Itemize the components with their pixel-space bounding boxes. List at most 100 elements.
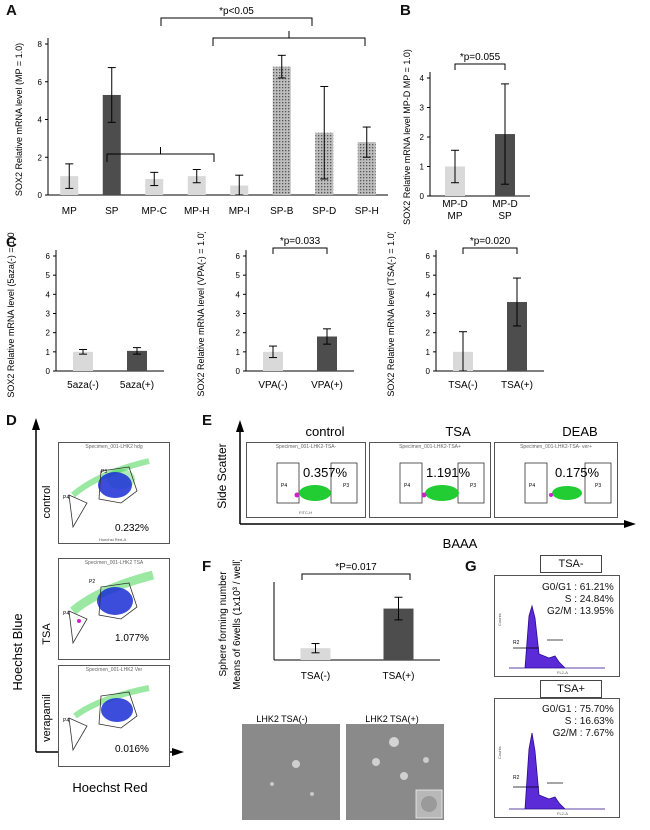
bar: [507, 302, 527, 371]
panel-letter-e: E: [202, 412, 213, 429]
e-plot-specimen: Specimen_001-LHK2-TSA- ver+: [520, 444, 592, 450]
y-tick-label: 6: [46, 252, 51, 261]
y-tick-label: 0: [236, 367, 241, 376]
green-population: [552, 486, 582, 500]
gate-p4-label: P4: [281, 483, 287, 489]
g-g0g1: G0/G1 : 75.70%: [542, 704, 614, 715]
significance-annotation: *p=0.020: [470, 236, 511, 247]
category-label: MP-C: [141, 206, 167, 217]
gate-p3: [457, 462, 485, 504]
panel-e-axes: control TSA DEAB Side Scatter BAAA: [215, 420, 636, 551]
magenta-events: [77, 619, 81, 623]
histogram: [509, 732, 605, 810]
gate-p4: [68, 610, 88, 645]
y-tick-label: 2: [420, 133, 425, 142]
e-title-deab: DEAB: [562, 424, 597, 439]
y-tick-label: 2: [46, 329, 51, 338]
e-plot-specimen: Specimen_001-LHK2-TSA+: [399, 444, 461, 450]
gate-p4-label: P4: [404, 483, 410, 489]
e-title-tsa: TSA: [445, 424, 471, 439]
g-xlabel: FL2-A: [557, 670, 568, 675]
y-tick-label: 4: [426, 290, 431, 299]
magenta-events: [549, 493, 553, 497]
d-percent-verapamil: 0.016%: [115, 744, 149, 755]
category-label: VPA(-): [258, 380, 287, 391]
g-g2m: G2/M : 7.67%: [552, 728, 614, 739]
d-y-axis-label: Hoechst Blue: [10, 613, 25, 690]
chart-f: Sphere forming number Means of 6wells (1x…: [218, 560, 440, 690]
chart-a: 0 2 4 6 8 SOX2 Relative mRNA level (MP = 1.0)…: [14, 6, 388, 217]
e-percent-deab: 0.175%: [555, 465, 600, 480]
d-plot-xaxis: Hoechst Red-A: [99, 537, 126, 542]
inset-sphere: [421, 796, 437, 812]
y-axis-label: SOX2 Relative mRNA level (VPA(-) = 1.0): [196, 232, 206, 397]
chart-c2: 0 1 2 3 4 5 6 SOX2 Relative mRNA level (VPA(-) …: [196, 232, 354, 397]
gate-p3-label: P3: [101, 469, 107, 475]
e-y-arrowhead: [236, 420, 244, 432]
d-row-label-tsa: TSA: [41, 623, 53, 645]
category-label: TSA(+): [383, 671, 415, 682]
g-title-tsa-plus: TSA+: [540, 680, 602, 698]
category-label: 5aza(-): [67, 380, 99, 391]
y-tick-label: 5: [46, 271, 51, 280]
chart-b: 0 1 2 3 4 SOX2 Relative mRNA level MP-D MP = …: [402, 49, 530, 225]
bar: [102, 94, 121, 195]
gate-p4: [524, 462, 548, 504]
y-tick-label: 1: [46, 348, 51, 357]
category-label: TSA(+): [501, 380, 533, 391]
green-streak: [73, 685, 150, 719]
blue-population: [101, 698, 133, 722]
category-label: SP-H: [355, 206, 379, 217]
sphere: [423, 757, 429, 763]
bar: [272, 66, 291, 196]
y-axis-label-line2: Means of 6wells (1x10³ / well): [232, 560, 243, 690]
category-label: MP-D: [492, 199, 518, 210]
sphere: [372, 758, 380, 766]
panel-letter-d: D: [6, 412, 17, 429]
significance-annotation: *p<0.05: [219, 6, 254, 17]
gate-p4-label: P4: [63, 495, 69, 501]
bar: [263, 351, 283, 371]
gate-p3-label: P3: [595, 483, 601, 489]
gate-p3: [584, 462, 612, 504]
bracket-sp-group: [212, 37, 366, 46]
y-tick-label: 8: [38, 40, 43, 49]
gate-p3-label: P3: [470, 483, 476, 489]
magenta-events: [421, 492, 427, 498]
significance-annotation: *p=0.033: [280, 236, 321, 247]
y-tick-label: 1: [426, 348, 431, 357]
category-label: TSA(-): [301, 671, 330, 682]
significance-annotation: *p=0.055: [460, 52, 501, 63]
f-photo-tsa-plus: [346, 724, 444, 820]
bar: [317, 336, 337, 371]
f-image-captions: LHK2 TSA(-) LHK2 TSA(+): [256, 714, 418, 724]
d-plot-specimen: Specimen_001-LHK2 hdg: [85, 444, 143, 450]
panel-letter-a: A: [6, 2, 17, 19]
green-population: [425, 485, 459, 501]
category-label: SP: [498, 211, 512, 222]
gate-p3-label: P3: [343, 483, 349, 489]
y-tick-label: 3: [46, 310, 51, 319]
y-tick-label: 5: [426, 271, 431, 280]
g-g0g1: G0/G1 : 61.21%: [542, 582, 614, 593]
y-axis-label: SOX2 Relative mRNA level (TSA(-) = 1.0): [386, 232, 396, 397]
chart-c1: 0 1 2 3 4 5 6 SOX2 Relative mRNA level (5aza(-)…: [6, 232, 164, 398]
gate-p4-label: P4: [63, 718, 69, 724]
bar: [187, 176, 206, 195]
gate-p3: [98, 582, 138, 620]
category-label: SP-B: [270, 206, 294, 217]
blue-population: [98, 472, 132, 498]
sphere: [389, 737, 399, 747]
g-stats-tsa-plus: G0/G1 : 75.70% S : 16.63% G2/M : 7.67%: [542, 704, 614, 740]
category-label: MP-H: [184, 206, 210, 217]
f-image-caption-minus: LHK2 TSA(-): [256, 714, 307, 724]
green-population: [299, 485, 331, 501]
bar: [73, 351, 93, 371]
category-label: MP: [62, 206, 77, 217]
gate-p3: [330, 462, 358, 504]
y-tick-label: 2: [236, 329, 241, 338]
panel-letter-g: G: [465, 558, 477, 575]
gate-p4: [399, 462, 423, 504]
panel-letter-f: F: [202, 558, 212, 575]
y-axis-label: SOX2 Relative mRNA level (5aza(-) = 1.0): [6, 232, 16, 398]
